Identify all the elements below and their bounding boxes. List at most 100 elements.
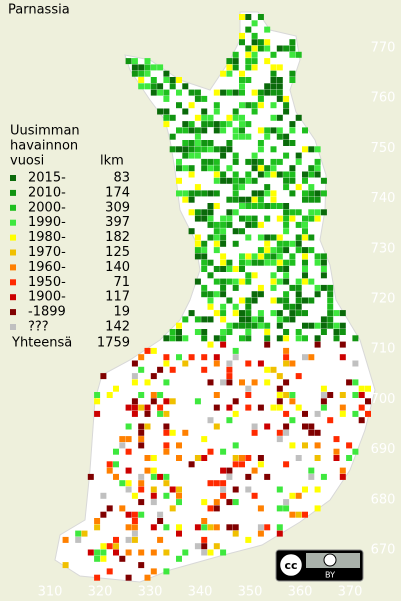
record-square [276,310,283,317]
record-square [239,89,245,96]
record-square [245,392,252,398]
record-square [220,329,227,335]
record-square [226,499,233,506]
record-square [176,455,182,461]
record-square [302,190,308,197]
record-square [207,291,214,298]
record-square [283,423,290,430]
record-square [283,209,290,216]
record-square [220,234,227,241]
record-square [213,240,220,247]
record-square [251,215,258,222]
legend-swatch [10,175,16,181]
record-square [201,121,208,128]
record-square [302,146,308,153]
record-square [213,480,220,487]
record-square [194,127,201,134]
record-square [100,549,107,556]
record-square [333,436,340,443]
record-square [106,461,113,468]
record-square [226,114,233,121]
record-square [94,410,101,417]
record-square [295,221,302,228]
record-square [289,492,296,499]
record-square [302,410,308,417]
record-square [320,209,327,216]
record-square [314,215,321,222]
record-square [333,448,340,455]
x-axis-label: 330 [138,585,163,600]
record-square [220,316,227,323]
record-square [302,177,308,184]
record-square [308,467,315,474]
record-square [213,171,220,178]
record-square [163,448,170,455]
record-square [150,549,157,556]
record-square [295,278,302,285]
record-square [232,127,239,134]
record-square [213,190,220,197]
record-square [264,89,271,96]
record-square [270,83,277,90]
record-square [232,171,239,178]
record-square [257,221,264,228]
x-axis-label: 350 [238,585,263,600]
record-square [251,45,258,52]
record-square [220,253,227,260]
record-square [239,114,245,121]
record-square [201,499,208,506]
record-square [308,190,315,197]
record-square [131,492,138,499]
record-square [138,404,145,411]
record-square [94,518,101,524]
record-square [308,247,315,254]
record-square [276,524,283,531]
record-square [182,196,189,203]
record-square [245,322,252,329]
record-square [289,127,296,134]
record-square [257,505,264,512]
legend-swatch [10,324,16,330]
record-square [207,140,214,146]
record-square [213,278,220,285]
record-square [302,234,308,241]
record-square [302,423,308,430]
record-square [257,316,264,323]
record-square [163,492,170,499]
legend-swatch [10,219,16,226]
record-square [138,436,145,443]
record-square [308,196,315,203]
record-square [232,184,239,191]
record-square [188,461,195,468]
record-square [270,114,277,121]
record-square [257,524,264,531]
record-square [138,486,145,493]
record-square [176,177,182,184]
record-square [308,184,315,191]
record-square [289,240,296,247]
record-square [283,247,290,254]
record-square [352,360,359,367]
record-square [232,89,239,96]
record-square [239,316,245,323]
record-square [188,310,195,317]
record-square [245,329,252,335]
record-square [245,133,252,140]
record-square [94,549,101,556]
record-square [289,209,296,216]
record-square [75,530,82,537]
record-square [232,108,239,115]
record-square [213,221,220,228]
record-square [295,51,302,58]
record-square [283,184,290,191]
record-square [327,392,334,398]
record-square [169,133,176,140]
record-square [239,184,245,191]
record-square [302,272,308,279]
record-square [131,379,138,386]
record-square [283,133,290,140]
record-square [207,549,214,556]
legend-swatch [10,189,16,196]
record-square [239,215,245,222]
license-badge: cc BY [275,549,364,582]
